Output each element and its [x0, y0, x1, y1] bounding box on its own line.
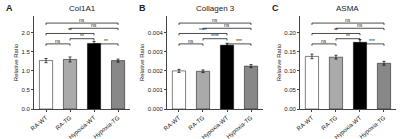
svg-text:ns: ns — [321, 38, 327, 44]
svg-text:RA-WT: RA-WT — [163, 114, 182, 131]
svg-text:ns: ns — [212, 17, 218, 23]
svg-text:0.000: 0.000 — [148, 106, 164, 112]
svg-text:****: **** — [211, 33, 219, 39]
svg-text:**: ** — [68, 27, 72, 33]
svg-text:Relative Ratio: Relative Ratio — [276, 43, 282, 81]
svg-text:**: ** — [104, 38, 108, 44]
svg-text:RA-TG: RA-TG — [54, 114, 72, 131]
svg-text:ns: ns — [345, 17, 351, 23]
svg-text:0.002: 0.002 — [148, 68, 164, 74]
svg-text:Relative Ratio: Relative Ratio — [13, 43, 19, 81]
svg-text:**: ** — [346, 33, 350, 39]
svg-text:ns: ns — [224, 22, 230, 28]
svg-text:Hypoxia-WT: Hypoxia-WT — [200, 114, 229, 139]
svg-text:0.00: 0.00 — [284, 106, 296, 112]
svg-text:RA-TG: RA-TG — [320, 114, 338, 131]
svg-text:ns: ns — [357, 22, 363, 28]
svg-text:***: *** — [236, 38, 242, 44]
svg-text:RA-WT: RA-WT — [30, 114, 49, 131]
svg-text:ASMA: ASMA — [336, 4, 359, 13]
svg-text:B: B — [139, 3, 146, 13]
svg-text:Col1A1: Col1A1 — [69, 4, 96, 13]
svg-text:Hypoxia-TG: Hypoxia-TG — [92, 114, 121, 139]
svg-text:0.15: 0.15 — [284, 49, 296, 55]
svg-text:***: *** — [369, 38, 375, 44]
svg-text:2.0: 2.0 — [22, 30, 31, 36]
svg-text:RA-WT: RA-WT — [296, 114, 315, 131]
svg-text:ns: ns — [188, 38, 194, 44]
svg-text:0.20: 0.20 — [284, 30, 296, 36]
svg-text:0.004: 0.004 — [148, 30, 164, 36]
svg-text:****: **** — [199, 27, 207, 33]
svg-text:0.0: 0.0 — [22, 106, 31, 112]
svg-text:ns: ns — [91, 22, 97, 28]
svg-text:Collagen 3: Collagen 3 — [196, 4, 235, 13]
svg-text:0.5: 0.5 — [22, 87, 31, 93]
svg-text:0.003: 0.003 — [148, 49, 164, 55]
svg-text:ns: ns — [55, 38, 61, 44]
svg-text:C: C — [272, 3, 279, 13]
svg-text:ns: ns — [79, 17, 85, 23]
svg-text:Hypoxia-TG: Hypoxia-TG — [358, 114, 387, 139]
svg-text:Hypoxia-TG: Hypoxia-TG — [225, 114, 254, 139]
svg-text:Hypoxia-WT: Hypoxia-WT — [67, 114, 96, 139]
svg-text:A: A — [6, 3, 13, 13]
svg-text:RA-TG: RA-TG — [187, 114, 205, 131]
svg-text:Hypoxia-WT: Hypoxia-WT — [333, 114, 362, 139]
svg-text:**: ** — [334, 27, 338, 33]
svg-text:0.10: 0.10 — [284, 68, 296, 74]
svg-text:1.0: 1.0 — [22, 68, 31, 74]
svg-text:**: ** — [80, 33, 84, 39]
svg-text:0.05: 0.05 — [284, 87, 296, 93]
svg-text:1.5: 1.5 — [22, 49, 31, 55]
svg-text:0.001: 0.001 — [148, 87, 164, 93]
svg-text:Relative Ratio: Relative Ratio — [139, 43, 145, 81]
